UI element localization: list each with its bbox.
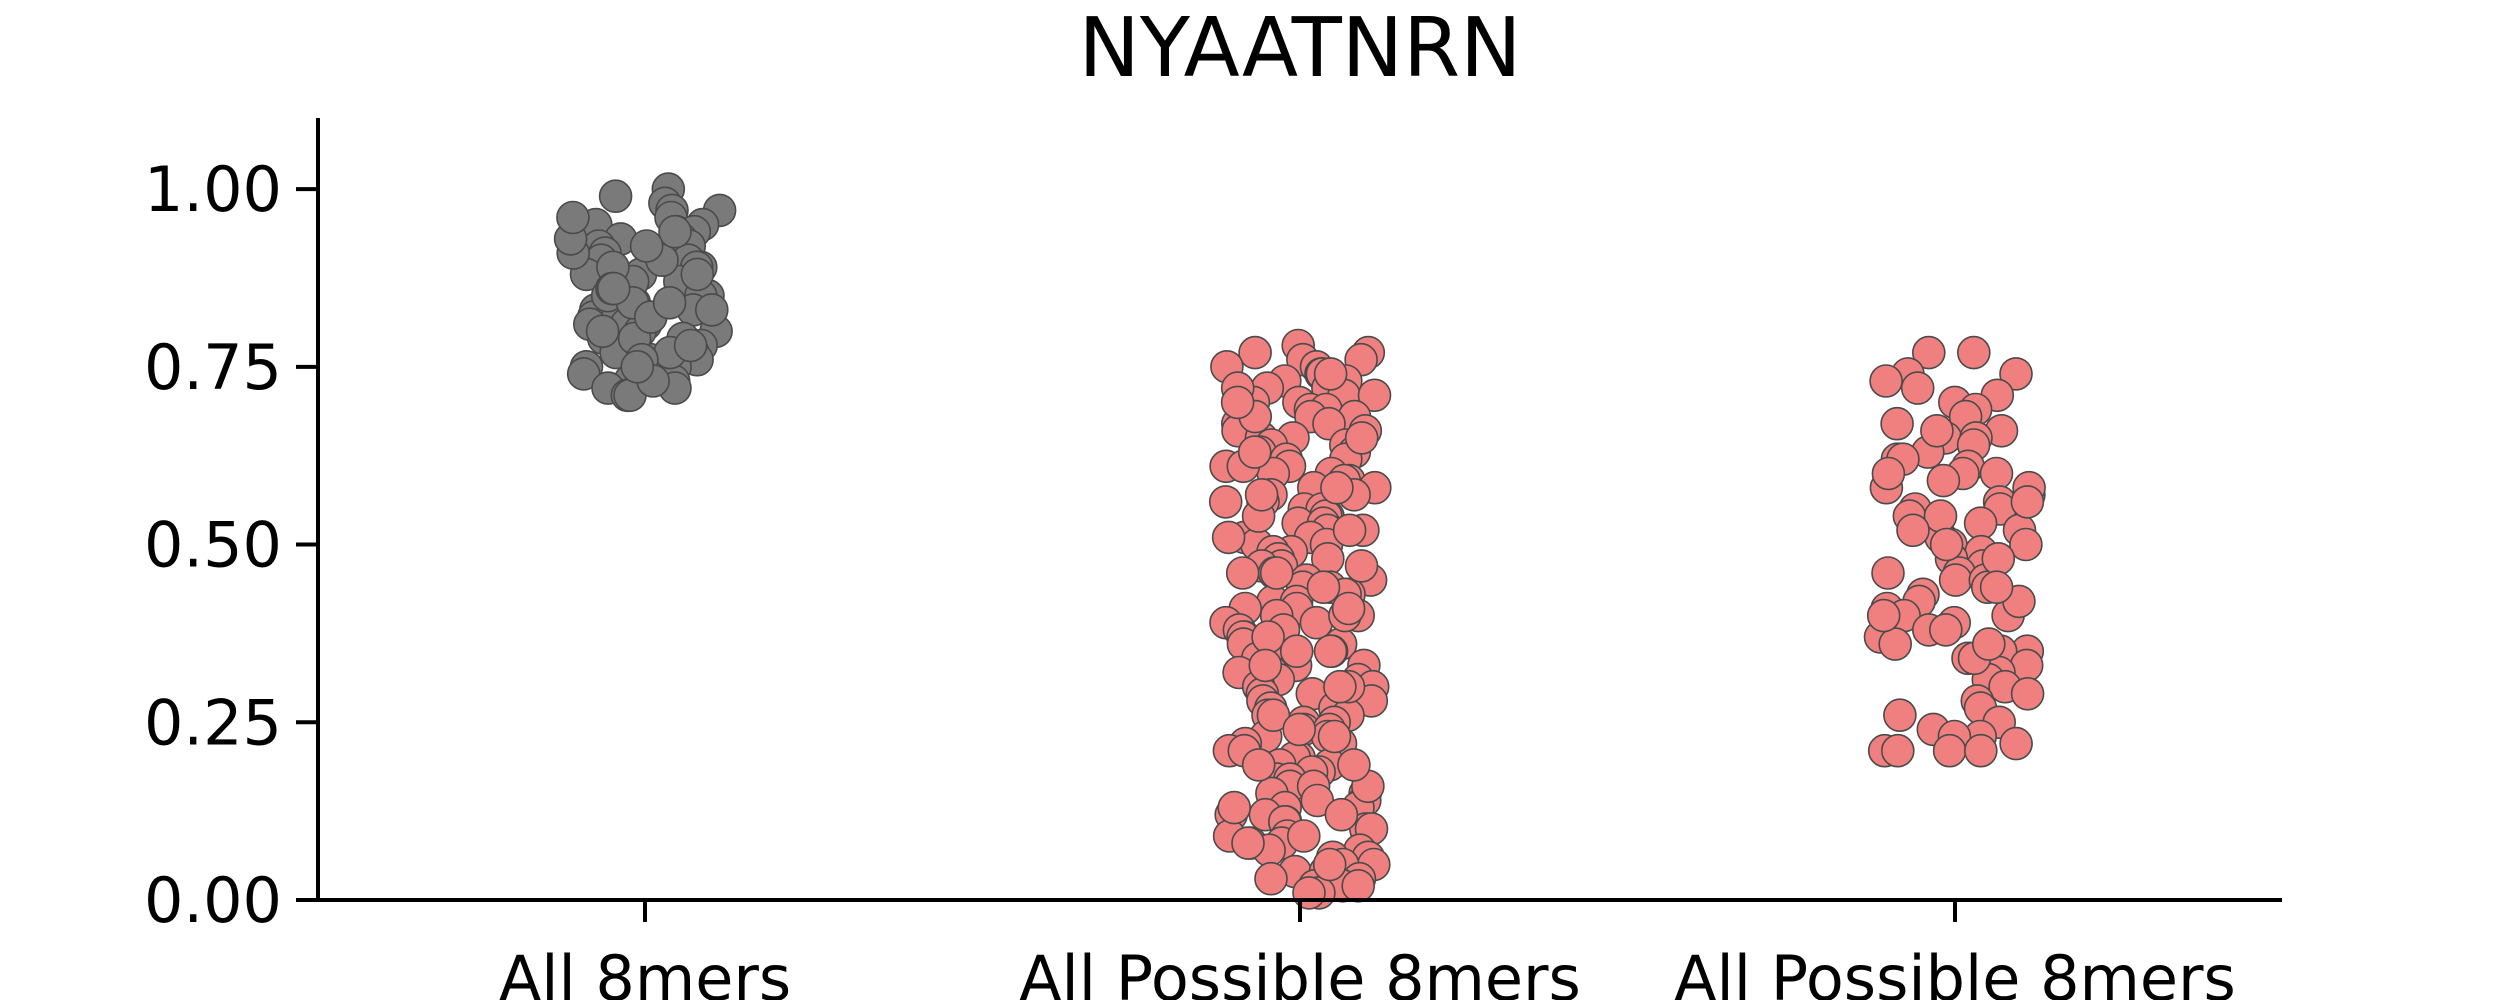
data-point	[1238, 335, 1272, 370]
data-point	[1878, 627, 1912, 661]
data-point	[556, 200, 590, 235]
data-point	[585, 314, 620, 349]
data-point	[1883, 698, 1917, 733]
chart-title: NYAATNRN	[1079, 1, 1522, 96]
y-tick-label: 0.50	[144, 509, 282, 582]
data-point	[1225, 556, 1260, 590]
data-point	[1999, 726, 2033, 761]
data-point	[680, 257, 715, 292]
x-tick-label: All Possible 8mers	[1019, 942, 1581, 1000]
data-point	[1306, 570, 1341, 605]
points-layer	[553, 172, 2046, 910]
data-point	[1220, 385, 1255, 420]
data-point	[620, 349, 655, 384]
data-point	[1211, 520, 1246, 555]
data-point	[1323, 669, 1357, 704]
data-point	[1880, 406, 1914, 441]
data-point	[1929, 527, 1964, 562]
data-point	[2009, 527, 2043, 562]
data-point	[1344, 549, 1379, 583]
data-point	[1926, 463, 1961, 498]
data-point	[1957, 335, 1991, 370]
y-tick-label: 1.00	[144, 153, 282, 226]
x-ticks: All 8mers All Possible 8mers All Possible …	[499, 900, 2236, 1000]
data-point	[629, 229, 664, 263]
data-point	[1248, 648, 1283, 683]
data-point	[1241, 748, 1276, 782]
data-point	[1292, 876, 1326, 910]
data-point	[1254, 861, 1288, 896]
data-point	[1963, 506, 1998, 541]
y-ticks: 0.00 0.25 0.50 0.75 1.00	[144, 153, 318, 937]
data-point	[1251, 620, 1285, 654]
data-point	[1964, 733, 1998, 768]
data-point	[1881, 733, 1915, 768]
data-point	[1999, 357, 2033, 391]
data-point	[1332, 513, 1367, 548]
data-point	[2010, 485, 2045, 519]
data-point	[1981, 541, 2016, 576]
data-point	[598, 179, 633, 213]
y-tick-label: 0.25	[144, 686, 282, 759]
data-point	[1331, 591, 1366, 626]
data-point	[1337, 748, 1371, 782]
data-point	[1256, 698, 1291, 733]
data-point	[1208, 485, 1243, 519]
data-point	[1979, 570, 2014, 605]
data-point	[1244, 477, 1279, 512]
y-tick-label: 0.00	[144, 864, 282, 937]
data-point	[1259, 556, 1294, 590]
data-point	[596, 271, 631, 306]
data-point	[1932, 733, 1967, 768]
data-point	[658, 214, 692, 249]
data-point	[1979, 456, 2014, 491]
data-point	[1896, 513, 1930, 548]
data-point	[2010, 676, 2045, 711]
data-point	[1357, 378, 1392, 413]
data-point	[1929, 613, 1963, 647]
data-point	[1317, 719, 1352, 754]
data-point	[1938, 563, 1973, 597]
data-point	[1231, 826, 1265, 860]
data-point	[1282, 712, 1316, 747]
data-point	[1871, 556, 1905, 590]
data-point	[1279, 634, 1314, 669]
data-point	[673, 328, 708, 363]
data-point	[1920, 413, 1954, 448]
data-point	[1287, 819, 1321, 853]
data-point	[1869, 364, 1903, 398]
data-point	[1324, 797, 1359, 832]
data-point	[1866, 598, 1901, 633]
x-tick-label: All Possible 8mers	[1674, 942, 2236, 1000]
data-point	[1912, 335, 1946, 370]
data-point	[1237, 435, 1272, 469]
data-point	[1320, 470, 1354, 505]
x-tick-label: All 8mers	[499, 942, 791, 1000]
y-tick-label: 0.75	[144, 331, 282, 404]
data-point	[1900, 371, 1935, 405]
data-point	[1312, 847, 1347, 882]
data-point	[694, 293, 729, 327]
data-point	[1341, 868, 1375, 903]
data-point	[1313, 357, 1348, 391]
data-point	[1217, 790, 1251, 825]
data-point	[652, 285, 687, 320]
data-point	[1313, 634, 1348, 669]
data-point	[1972, 627, 2006, 661]
data-point	[1871, 456, 1906, 491]
data-point	[1344, 421, 1379, 455]
